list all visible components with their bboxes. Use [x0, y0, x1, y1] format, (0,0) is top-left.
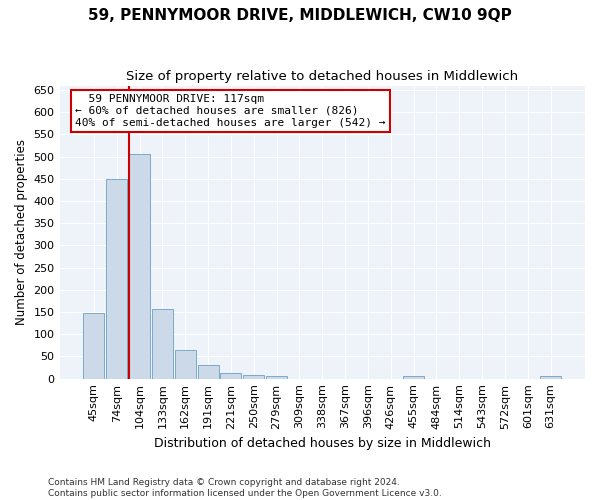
Bar [220, 373, 241, 378]
Bar [197, 366, 218, 378]
Text: 59 PENNYMOOR DRIVE: 117sqm
← 60% of detached houses are smaller (826)
40% of sem: 59 PENNYMOOR DRIVE: 117sqm ← 60% of deta… [76, 94, 386, 128]
Text: 59, PENNYMOOR DRIVE, MIDDLEWICH, CW10 9QP: 59, PENNYMOOR DRIVE, MIDDLEWICH, CW10 9Q… [88, 8, 512, 22]
Bar [403, 376, 424, 378]
Bar [83, 314, 104, 378]
X-axis label: Distribution of detached houses by size in Middlewich: Distribution of detached houses by size … [154, 437, 491, 450]
Bar [129, 154, 150, 378]
Y-axis label: Number of detached properties: Number of detached properties [15, 139, 28, 325]
Bar [152, 308, 173, 378]
Bar [243, 375, 264, 378]
Text: Contains HM Land Registry data © Crown copyright and database right 2024.
Contai: Contains HM Land Registry data © Crown c… [48, 478, 442, 498]
Title: Size of property relative to detached houses in Middlewich: Size of property relative to detached ho… [126, 70, 518, 83]
Bar [266, 376, 287, 378]
Bar [106, 179, 127, 378]
Bar [540, 376, 561, 378]
Bar [175, 350, 196, 378]
